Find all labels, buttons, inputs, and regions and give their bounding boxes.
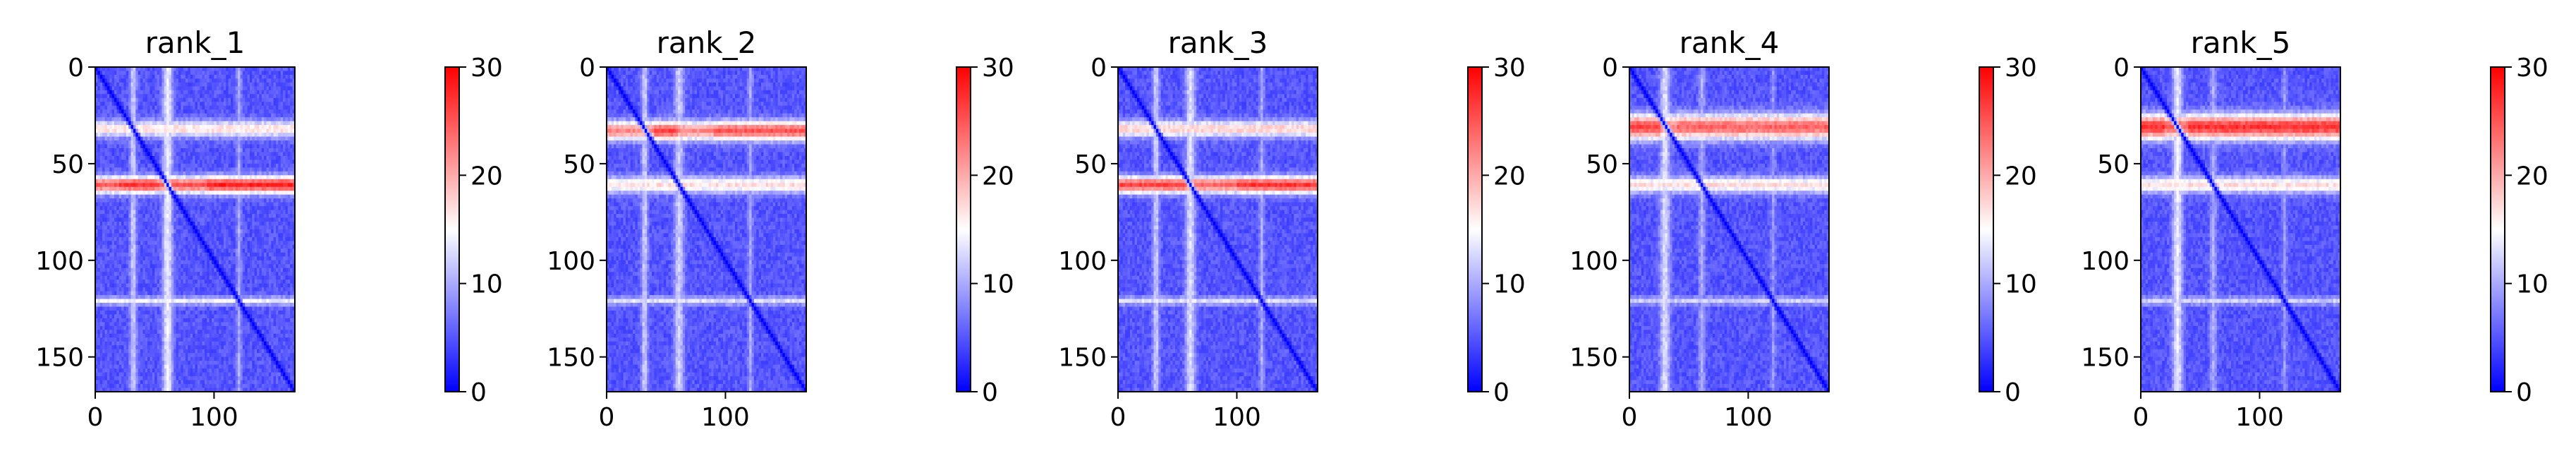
- colorbar: [956, 66, 971, 392]
- colorbar-tick-label: 10: [982, 270, 1014, 299]
- heatmap-panel-5: rank_5 0 100 0 50 100 150 0 10 20 30: [2081, 25, 2548, 432]
- axes-frame: [1117, 66, 1318, 392]
- y-tick-label: 150: [547, 344, 595, 373]
- colorbar-tick-label: 10: [470, 270, 503, 299]
- y-tick-label: 50: [51, 150, 84, 179]
- x-tick-label: 100: [1724, 403, 1773, 432]
- x-tick-label: 100: [701, 403, 750, 432]
- y-tick-label: 50: [563, 150, 595, 179]
- colorbar-tick-label: 0: [2516, 378, 2532, 407]
- x-tick-label: 0: [2133, 403, 2149, 432]
- x-tick-label: 0: [599, 403, 615, 432]
- y-tick-label: 100: [1058, 247, 1107, 276]
- colorbar-tick-label: 0: [2005, 378, 2021, 407]
- axes-frame: [95, 66, 296, 392]
- colorbar-tick-label: 20: [982, 162, 1014, 191]
- x-tick-label: 0: [1110, 403, 1126, 432]
- colorbar-tick-label: 30: [1493, 54, 1526, 83]
- y-tick-label: 50: [1074, 150, 1107, 179]
- colorbar: [1979, 66, 1994, 392]
- colorbar-tick-label: 0: [470, 378, 487, 407]
- y-tick-label: 100: [1569, 247, 1618, 276]
- heatmap-image: [1629, 67, 1830, 392]
- x-tick-label: 100: [190, 403, 238, 432]
- y-tick-label: 0: [68, 54, 84, 83]
- y-tick-label: 0: [1602, 54, 1618, 83]
- colorbar-tick-label: 0: [982, 378, 998, 407]
- y-tick-label: 150: [35, 344, 84, 373]
- chart-title: rank_2: [657, 25, 757, 60]
- heatmap-panel-1: rank_1 0 100 0 50 100 150 0 10 20 30: [35, 25, 503, 432]
- heatmap-image: [95, 67, 296, 392]
- heatmap-panel-3: rank_3 0 100 0 50 100 150 0 10 20 30: [1058, 25, 1526, 432]
- colorbar-tick-label: 20: [1493, 162, 1526, 191]
- colorbar: [1467, 66, 1483, 392]
- y-tick-label: 150: [2081, 344, 2130, 373]
- heatmap-image: [607, 67, 807, 392]
- y-tick-label: 100: [35, 247, 84, 276]
- y-tick-label: 0: [1090, 54, 1107, 83]
- colorbar-tick-label: 30: [2516, 54, 2548, 83]
- y-tick-label: 150: [1058, 344, 1107, 373]
- x-tick-label: 100: [1213, 403, 1261, 432]
- y-tick-label: 0: [2113, 54, 2130, 83]
- y-tick-label: 100: [2081, 247, 2130, 276]
- heatmap-image: [2141, 67, 2341, 392]
- colorbar-tick-label: 30: [2005, 54, 2037, 83]
- y-tick-label: 0: [579, 54, 595, 83]
- chart-title: rank_1: [145, 25, 245, 60]
- heatmap-panel-4: rank_4 0 100 0 50 100 150 0 10 20 30: [1569, 25, 2037, 432]
- colorbar: [444, 66, 460, 392]
- colorbar-tick-label: 10: [2005, 270, 2037, 299]
- chart-title: rank_3: [1168, 25, 1268, 60]
- x-tick-label: 0: [1622, 403, 1638, 432]
- x-tick-label: 100: [2235, 403, 2284, 432]
- colorbar-tick-label: 30: [982, 54, 1014, 83]
- colorbar-tick-label: 10: [2516, 270, 2548, 299]
- chart-title: rank_4: [1679, 25, 1780, 60]
- colorbar-tick-label: 0: [1493, 378, 1509, 407]
- axes-frame: [1629, 66, 1830, 392]
- heatmap-image: [1118, 67, 1318, 392]
- x-tick-label: 0: [87, 403, 104, 432]
- colorbar-tick-label: 20: [2516, 162, 2548, 191]
- colorbar-tick-label: 10: [1493, 270, 1526, 299]
- chart-title: rank_5: [2191, 25, 2291, 60]
- axes-frame: [606, 66, 807, 392]
- colorbar-tick-label: 20: [470, 162, 503, 191]
- colorbar-tick-label: 30: [470, 54, 503, 83]
- y-tick-label: 50: [1586, 150, 1618, 179]
- colorbar-tick-label: 20: [2005, 162, 2037, 191]
- y-tick-label: 150: [1569, 344, 1618, 373]
- colorbar: [2490, 66, 2505, 392]
- y-tick-label: 50: [2097, 150, 2130, 179]
- y-tick-label: 100: [547, 247, 595, 276]
- axes-frame: [2140, 66, 2341, 392]
- heatmap-panel-2: rank_2 0 100 0 50 100 150 0 10 20 30: [547, 25, 1014, 432]
